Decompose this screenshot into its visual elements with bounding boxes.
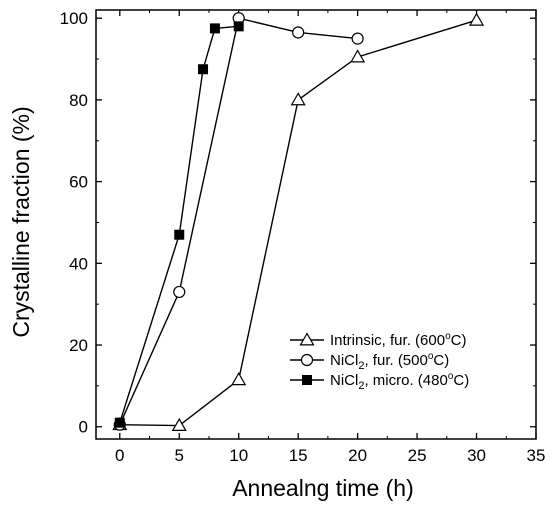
data-point — [198, 64, 209, 75]
data-point — [231, 372, 247, 386]
x-tick-label: 0 — [115, 446, 124, 465]
data-series — [112, 12, 485, 431]
x-tick-label: 15 — [289, 446, 308, 465]
legend: Intrinsic, fur. (600oC) NiCl2, fur. (500o… — [290, 331, 469, 392]
legend-item: Intrinsic, fur. (600oC) — [290, 331, 466, 349]
y-tick-label: 20 — [69, 336, 88, 355]
plot-frame — [95, 9, 537, 440]
legend-item: NiCl2, fur. (500oC) — [290, 351, 449, 372]
data-point — [350, 49, 366, 63]
y-tick-label: 80 — [69, 91, 88, 110]
series-3 — [114, 21, 244, 428]
data-point — [351, 32, 364, 45]
legend-marker — [300, 353, 314, 367]
x-tick-label: 30 — [467, 446, 486, 465]
axis-ticks: 0 5 10 15 20 25 30 35 0 20 40 60 80 100 — [60, 9, 546, 465]
y-tick-label: 40 — [69, 254, 88, 273]
plot-border — [95, 9, 537, 440]
legend-label: Intrinsic, fur. (600oC) — [330, 331, 466, 349]
legend-marker — [299, 332, 315, 346]
y-tick-label: 0 — [79, 418, 88, 437]
series-line — [119, 19, 477, 427]
data-point — [174, 229, 185, 240]
y-tick-label: 100 — [60, 9, 88, 28]
legend-label: NiCl2, fur. (500oC) — [330, 351, 449, 372]
legend-label: NiCl2, micro. (480oC) — [330, 371, 469, 392]
series-line — [119, 17, 358, 425]
data-point — [469, 12, 485, 26]
data-point — [292, 26, 305, 39]
x-axis-label: Annealng time (h) — [232, 475, 414, 501]
data-point — [233, 21, 244, 32]
data-point — [290, 92, 306, 106]
data-point — [171, 417, 187, 431]
series-line — [119, 25, 239, 423]
data-point — [173, 285, 186, 299]
y-axis-label: Crystalline fraction (%) — [8, 106, 34, 337]
legend-item: NiCl2, micro. (480oC) — [290, 371, 469, 392]
x-tick-label: 25 — [408, 446, 427, 465]
x-tick-label: 5 — [175, 446, 184, 465]
legend-marker — [302, 375, 312, 385]
series-2 — [113, 12, 364, 431]
data-point — [114, 417, 125, 428]
x-tick-label: 35 — [527, 446, 546, 465]
x-tick-label: 20 — [348, 446, 367, 465]
x-tick-label: 10 — [229, 446, 248, 465]
data-point — [209, 23, 220, 34]
y-tick-label: 60 — [69, 173, 88, 192]
